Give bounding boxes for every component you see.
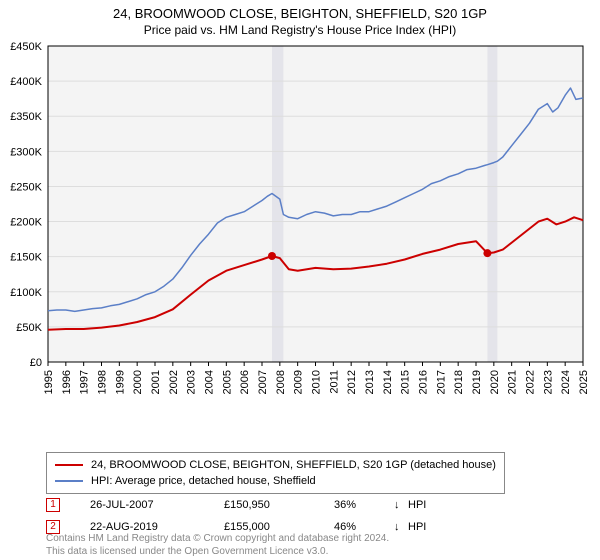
transaction-price: £155,000: [224, 521, 334, 533]
svg-text:£150K: £150K: [10, 252, 42, 264]
svg-text:£450K: £450K: [10, 42, 42, 53]
footer-line-1: Contains HM Land Registry data © Crown c…: [46, 533, 389, 546]
down-arrow-icon: ↓: [394, 521, 408, 533]
svg-text:2001: 2001: [150, 370, 162, 394]
transaction-vs-hpi: HPI: [408, 521, 438, 533]
svg-text:2019: 2019: [471, 370, 483, 394]
svg-text:1996: 1996: [61, 370, 73, 394]
svg-text:£350K: £350K: [10, 111, 42, 123]
svg-text:2007: 2007: [257, 370, 269, 394]
svg-text:2015: 2015: [400, 370, 412, 394]
svg-text:£100K: £100K: [10, 287, 42, 299]
legend-row: 24, BROOMWOOD CLOSE, BEIGHTON, SHEFFIELD…: [55, 457, 496, 473]
svg-text:2005: 2005: [221, 370, 233, 394]
transaction-pct: 46%: [334, 521, 394, 533]
legend-swatch: [55, 464, 83, 466]
svg-text:2022: 2022: [525, 370, 537, 394]
chart-subtitle: Price paid vs. HM Land Registry's House …: [0, 21, 600, 37]
svg-text:2025: 2025: [578, 370, 590, 394]
chart-svg: £0 £50K £100K £150K £200K £250K £300K £350K £400…: [0, 42, 600, 412]
svg-text:1997: 1997: [79, 370, 91, 394]
svg-text:£50K: £50K: [16, 322, 42, 334]
svg-text:2010: 2010: [311, 370, 323, 394]
transaction-price: £150,950: [224, 499, 334, 511]
legend-row: HPI: Average price, detached house, Shef…: [55, 473, 496, 489]
svg-text:2011: 2011: [328, 370, 340, 394]
chart-title: 24, BROOMWOOD CLOSE, BEIGHTON, SHEFFIELD…: [0, 0, 600, 21]
chart-container: 24, BROOMWOOD CLOSE, BEIGHTON, SHEFFIELD…: [0, 0, 600, 560]
svg-text:1998: 1998: [97, 370, 109, 394]
svg-text:2012: 2012: [346, 370, 358, 394]
svg-text:2013: 2013: [364, 370, 376, 394]
transaction-marker-box: 2: [46, 520, 60, 534]
svg-text:£300K: £300K: [10, 146, 42, 158]
transaction-date: 22-AUG-2019: [90, 521, 224, 533]
svg-text:2016: 2016: [418, 370, 430, 394]
svg-text:2021: 2021: [507, 370, 519, 394]
svg-text:£400K: £400K: [10, 76, 42, 88]
transaction-marker-box: 1: [46, 498, 60, 512]
svg-text:2018: 2018: [453, 370, 465, 394]
footer-line-2: This data is licensed under the Open Gov…: [46, 546, 389, 559]
chart-area: £0 £50K £100K £150K £200K £250K £300K £350K £400…: [0, 42, 600, 412]
svg-text:2002: 2002: [168, 370, 180, 394]
down-arrow-icon: ↓: [394, 499, 408, 511]
svg-text:2020: 2020: [489, 370, 501, 394]
svg-text:2003: 2003: [186, 370, 198, 394]
legend-swatch: [55, 480, 83, 482]
svg-text:2017: 2017: [435, 370, 447, 394]
svg-text:2000: 2000: [132, 370, 144, 394]
svg-text:1999: 1999: [114, 370, 126, 394]
transaction-pct: 36%: [334, 499, 394, 511]
transactions-table: 1 26-JUL-2007£150,95036%↓HPI 2 22-AUG-2019£…: [46, 494, 438, 538]
svg-text:2004: 2004: [204, 370, 216, 394]
svg-text:2024: 2024: [560, 370, 572, 394]
legend-label: HPI: Average price, detached house, Shef…: [91, 475, 316, 487]
svg-text:2023: 2023: [542, 370, 554, 394]
legend-label: 24, BROOMWOOD CLOSE, BEIGHTON, SHEFFIELD…: [91, 459, 496, 471]
legend: 24, BROOMWOOD CLOSE, BEIGHTON, SHEFFIELD…: [46, 452, 505, 494]
transaction-date: 26-JUL-2007: [90, 499, 224, 511]
svg-text:2008: 2008: [275, 370, 287, 394]
svg-text:£250K: £250K: [10, 181, 42, 193]
transaction-vs-hpi: HPI: [408, 499, 438, 511]
svg-text:2009: 2009: [293, 370, 305, 394]
transaction-row: 1 26-JUL-2007£150,95036%↓HPI: [46, 494, 438, 516]
footer-attribution: Contains HM Land Registry data © Crown c…: [46, 533, 389, 558]
svg-text:1995: 1995: [43, 370, 55, 394]
svg-text:£200K: £200K: [10, 217, 42, 229]
svg-text:2006: 2006: [239, 370, 251, 394]
svg-text:£0: £0: [30, 357, 42, 369]
svg-text:2014: 2014: [382, 370, 394, 394]
